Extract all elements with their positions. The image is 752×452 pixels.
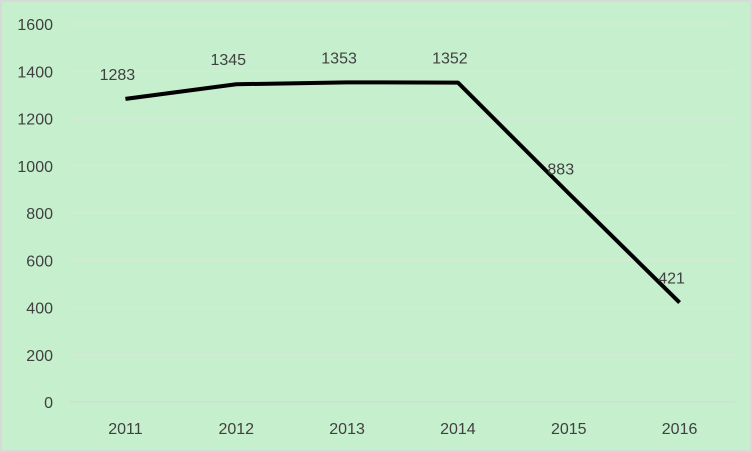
series-line <box>125 80 681 304</box>
x-tick-label: 2013 <box>329 421 365 438</box>
y-tick-label: 200 <box>26 348 53 365</box>
y-tick-label: 1200 <box>17 112 53 129</box>
data-label: 1352 <box>432 51 468 68</box>
y-tick-label: 400 <box>26 301 53 318</box>
data-label: 421 <box>658 271 685 288</box>
x-tick-label: 2014 <box>440 421 476 438</box>
data-label: 883 <box>547 161 574 178</box>
y-tick-label: 1000 <box>17 159 53 176</box>
x-tick-label: 2015 <box>551 421 587 438</box>
y-tick-label: 800 <box>26 206 53 223</box>
y-tick-label: 600 <box>26 253 53 270</box>
y-tick-label: 0 <box>44 395 53 412</box>
x-tick-label: 2011 <box>108 421 143 438</box>
data-label: 1353 <box>321 50 357 67</box>
x-tick-label: 2012 <box>218 421 254 438</box>
data-label: 1345 <box>210 52 246 69</box>
data-label: 1283 <box>100 67 136 84</box>
x-tick-label: 2016 <box>662 421 698 438</box>
y-tick-label: 1600 <box>17 17 53 34</box>
y-tick-label: 1400 <box>17 64 53 81</box>
